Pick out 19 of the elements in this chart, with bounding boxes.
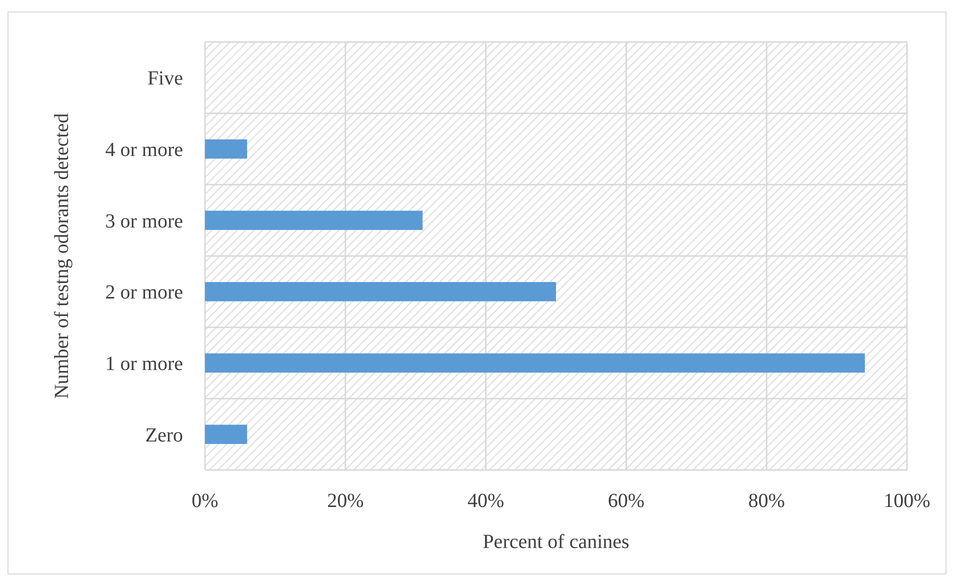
y-tick-label: 3 or more <box>105 210 184 232</box>
y-axis-title: Number of testng odorants detected <box>51 113 73 399</box>
y-tick-label: Zero <box>145 424 183 446</box>
bar <box>205 210 423 230</box>
y-tick-label: 4 or more <box>105 139 184 161</box>
y-tick-label: Five <box>147 68 184 90</box>
bar <box>205 282 556 302</box>
bar <box>205 139 248 159</box>
x-tick-label: 20% <box>327 490 364 512</box>
x-tick-label: 80% <box>748 490 785 512</box>
x-axis-title: Percent of canines <box>482 531 630 553</box>
y-tick-label: 2 or more <box>105 282 184 304</box>
x-tick-label: 60% <box>608 490 645 512</box>
y-tick-label: 1 or more <box>105 353 184 375</box>
x-tick-label: 0% <box>192 490 218 512</box>
bar <box>205 424 248 444</box>
x-tick-label: 100% <box>884 490 930 512</box>
x-tick-label: 40% <box>467 490 504 512</box>
bar <box>205 353 865 373</box>
